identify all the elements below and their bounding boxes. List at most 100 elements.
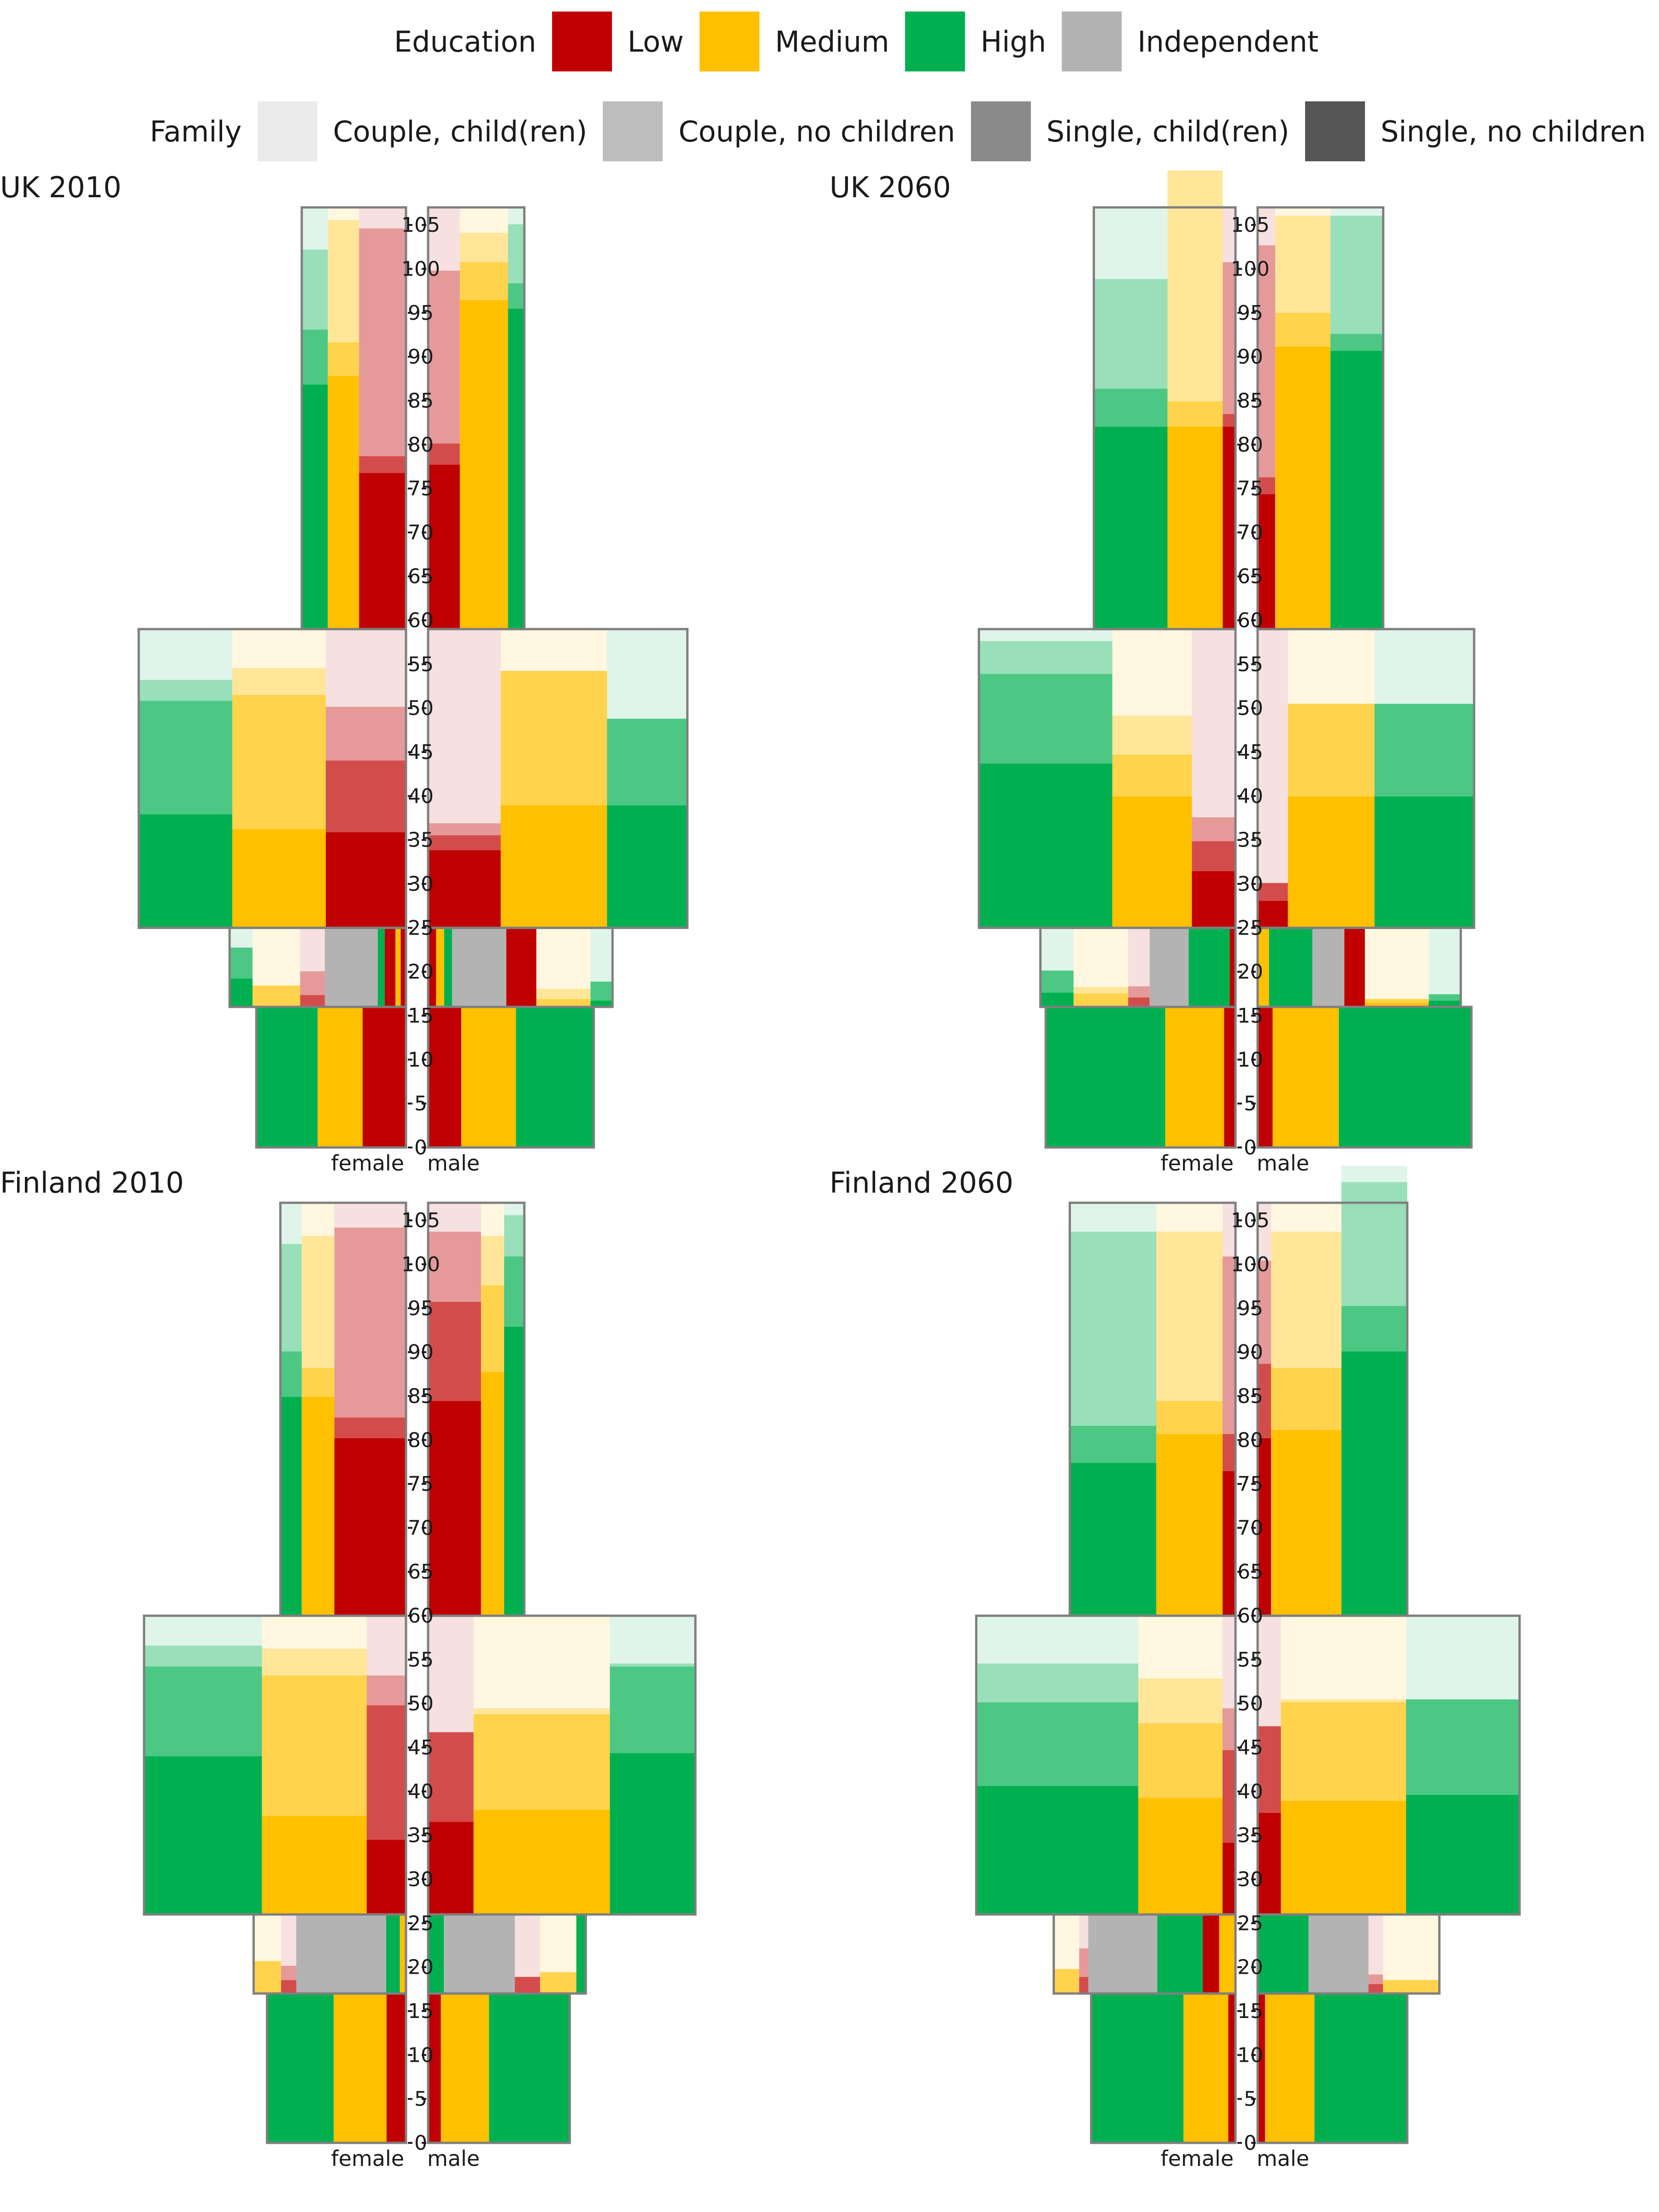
mosaic-cell [1272,1006,1339,1147]
y-tick-label: 25 [1237,1912,1263,1935]
mosaic-cell [334,1227,406,1418]
mosaic-cell [1222,1750,1235,1843]
legend-label-low: Low [627,24,684,59]
mosaic-cell [504,1326,524,1616]
y-tick-label: 90 [408,345,434,369]
mosaic-cell [1275,216,1331,313]
mosaic-cell [301,1397,335,1616]
mosaic-cell [590,1000,613,1007]
mosaic-cell [1222,1842,1235,1915]
y-tick-label: 20 [1237,1956,1263,1979]
mosaic-cell [500,805,607,928]
y-tick-label: 5 [414,1092,427,1116]
mosaic-cell [359,228,406,456]
y-tick-label: 40 [408,784,434,808]
mosaic-cell [326,706,406,761]
y-tick-label: 85 [408,1384,434,1408]
mosaic-cell [473,1708,610,1714]
mosaic-cell [1094,388,1168,427]
mosaic-cell [281,1914,296,1966]
mosaic-cell [976,1663,1139,1703]
mosaic-cell [262,1816,367,1915]
y-tick-label: 80 [408,433,434,457]
mosaic-cell [1128,997,1150,1007]
mosaic-cell [1281,1702,1406,1801]
legend-key-couple-no-children [603,101,663,161]
chart-title: UK 2060 [830,171,951,204]
mosaic-cell [1073,987,1129,994]
mosaic-cell [1053,1914,1079,1969]
mosaic-cell [1341,1351,1407,1616]
mosaic-cell [590,982,613,1001]
age-group-frame [427,1201,526,1617]
y-tick-label: 95 [1237,301,1263,325]
mosaic-cell [1281,1616,1406,1700]
x-label-male: male [1257,1151,1309,1176]
mosaic-cell [326,760,406,832]
mosaic-cell [1138,1678,1223,1724]
mosaic-cell [1183,1993,1229,2143]
mosaic-cell [428,928,436,1007]
mosaic-cell [1339,1006,1471,1147]
mosaic-cell [1223,262,1235,414]
mosaic-cell [1230,928,1235,1007]
mosaic-cell [481,1285,504,1372]
legend-label-medium: Medium [775,24,889,59]
mosaic-cell [979,629,1112,641]
mosaic-cell [1188,928,1230,1007]
mosaic-cell [452,928,506,1007]
family-legend-title: Family [150,114,242,148]
mosaic-cell [461,1006,516,1147]
y-tick-label: 100 [1231,1253,1270,1276]
education-legend: Education Low Medium High Independent [394,0,1334,83]
mosaic-cell [1258,477,1276,494]
mosaic-cell [1091,1993,1184,2143]
mosaic-cell [262,1648,367,1676]
mosaic-cell [1167,401,1223,427]
y-tick-label: 35 [408,1824,434,1847]
mosaic-cell [1040,971,1074,993]
mosaic-cell [428,629,501,824]
mosaic-cell [540,1914,577,1972]
y-tick-label: 70 [408,521,434,544]
y-tick-label: 55 [408,653,434,676]
mosaic-cell [301,1368,335,1397]
mosaic-cell [428,1203,481,1232]
y-tick-label: 50 [1237,1692,1263,1716]
mosaic-cell [1156,1401,1223,1434]
mosaic-cell [1258,1726,1281,1813]
x-label-female: female [331,1151,404,1176]
mosaic-cell [1079,1948,1088,1977]
y-tick-label: 95 [1237,1297,1263,1320]
y-tick-label: 50 [408,1692,434,1716]
mosaic-cell [324,928,378,1007]
mosaic-cell [1258,1260,1271,1364]
mosaic-cell [428,443,460,465]
mosaic-cell [400,928,406,1007]
y-tick-label: 80 [1237,1429,1263,1452]
mosaic-cell [318,1006,363,1147]
legend-key-high [905,12,965,71]
mosaic-cell [607,718,688,806]
mosaic-cell [1112,716,1192,755]
mosaic-cell [979,763,1112,928]
mosaic-cell [428,1231,481,1302]
y-tick-label: 60 [408,1604,434,1628]
y-tick-label: 65 [1237,565,1263,588]
mosaic-cell [1258,1616,1281,1726]
y-tick-label: 45 [1237,1736,1263,1759]
y-tick-label: 30 [408,1868,434,1891]
y-tick-label: 5 [1244,2088,1257,2111]
mosaic-cell [1374,704,1474,797]
chart-panel-finland-2060: Finland 2060 0 5 10 15 20 25 30 35 40 45 50 55 60 65 7… [830,1166,1659,2212]
legend-key-medium [699,12,759,71]
mosaic-cell [1219,1914,1235,1994]
mosaic-cell [366,1840,406,1915]
mosaic-cell [280,1244,302,1352]
mosaic-cell [1223,1434,1235,1471]
mosaic-cell [1271,1203,1341,1232]
mosaic-cell [1368,1914,1383,1975]
y-tick-label: 105 [401,1209,440,1232]
mosaic-cell [428,1401,481,1616]
mosaic-cell [232,694,326,830]
